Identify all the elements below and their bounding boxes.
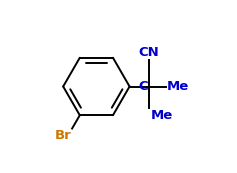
Text: C: C <box>138 80 148 93</box>
Text: Br: Br <box>55 129 71 142</box>
Text: Me: Me <box>150 109 173 122</box>
Text: CN: CN <box>139 46 160 59</box>
Text: Me: Me <box>167 80 189 93</box>
